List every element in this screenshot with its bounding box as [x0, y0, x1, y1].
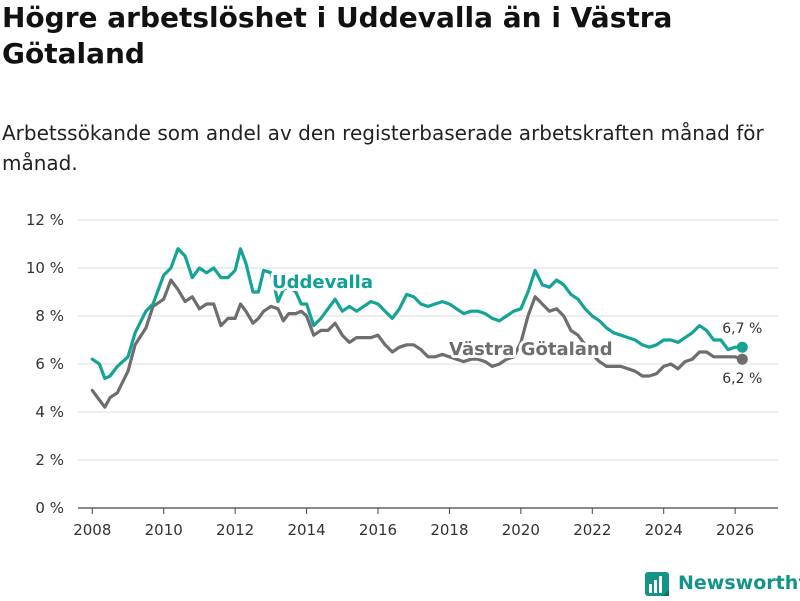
- y-axis: 0 % 2 % 4 % 6 % 8 % 10 % 12 %: [26, 211, 64, 517]
- y-tick-label: 12 %: [26, 211, 64, 229]
- series-labels: Uddevalla Västra Götaland 6,7 % 6,2 %: [269, 269, 762, 387]
- end-point-uddevalla: [736, 341, 748, 353]
- x-tick-label: 2014: [287, 521, 325, 539]
- newsworthy-icon: [645, 572, 669, 596]
- x-axis: 2008 2010 2012 2014 2016 2018 2020 2022 2024 2026: [73, 508, 754, 539]
- chart-title: Högre arbetslöshet i Uddevalla än i Väst…: [2, 1, 673, 70]
- x-tick-label: 2016: [359, 521, 397, 539]
- x-tick-label: 2020: [502, 521, 540, 539]
- series-lines: [90, 247, 748, 409]
- end-point-vastra-gotaland: [736, 353, 748, 365]
- brand-name: Newsworthy: [678, 572, 800, 594]
- series-line-vastra-gotaland: [90, 278, 744, 409]
- y-tick-label: 2 %: [35, 451, 64, 469]
- end-value-vastra-gotaland: 6,2 %: [722, 371, 762, 387]
- series-label-uddevalla: Uddevalla: [272, 272, 373, 293]
- series-line-uddevalla: [90, 247, 744, 380]
- y-tick-label: 4 %: [35, 403, 64, 421]
- x-tick-label: 2024: [645, 521, 683, 539]
- x-tick-label: 2012: [216, 521, 254, 539]
- y-tick-label: 10 %: [26, 259, 64, 277]
- chart-subtitle: Arbetssökande som andel av den registerb…: [2, 121, 764, 175]
- newsworthy-logo: Newsworthy: [644, 571, 800, 599]
- x-tick-label: 2008: [73, 521, 111, 539]
- x-tick-label: 2010: [145, 521, 183, 539]
- y-tick-label: 6 %: [35, 355, 64, 373]
- gridlines: [78, 219, 778, 509]
- y-tick-label: 8 %: [35, 307, 64, 325]
- series-label-vastra-gotaland: Västra Götaland: [449, 339, 613, 360]
- end-value-uddevalla: 6,7 %: [722, 321, 762, 337]
- y-tick-label: 0 %: [35, 499, 64, 517]
- x-tick-label: 2018: [430, 521, 468, 539]
- x-tick-label: 2026: [716, 521, 754, 539]
- line-chart: 0 % 2 % 4 % 6 % 8 % 10 % 12 % 2008 2010 2012 2014…: [26, 211, 778, 539]
- x-tick-label: 2022: [573, 521, 611, 539]
